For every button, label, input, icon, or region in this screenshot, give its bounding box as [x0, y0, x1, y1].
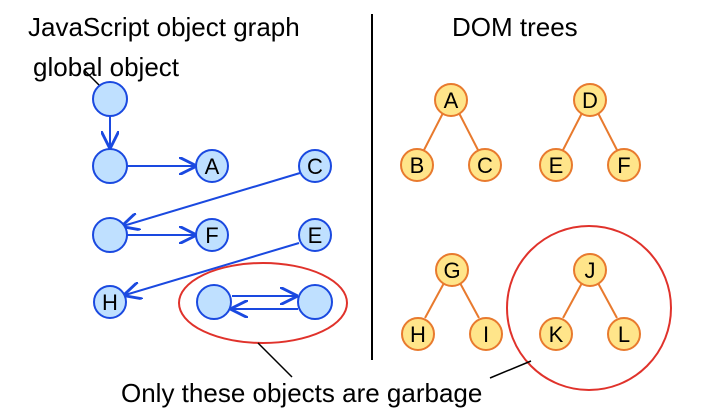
edge-D-E	[562, 112, 583, 151]
dom-node-E: E	[539, 148, 573, 182]
dom-node-F: F	[607, 148, 641, 182]
object-graph-nodes: A C F E H	[92, 81, 333, 320]
dom-node-E-label: E	[549, 153, 564, 178]
node-cycle-1	[196, 284, 232, 320]
garbage-cycle-highlight	[178, 262, 348, 344]
dom-tree-edges	[423, 112, 618, 319]
edge-A-B	[423, 112, 444, 151]
node-A-label: A	[205, 154, 220, 179]
node-object-1	[92, 148, 128, 184]
edge-D-F	[597, 112, 618, 151]
edge-C-n2	[123, 172, 301, 226]
edge-G-H	[424, 282, 445, 319]
dom-node-I-label: I	[483, 322, 489, 347]
dom-node-J-label: J	[585, 258, 596, 283]
node-object-2	[92, 217, 128, 253]
node-H: H	[93, 285, 127, 319]
garbage-tree-highlight	[506, 225, 672, 391]
dom-node-D: D	[573, 83, 607, 117]
node-E: E	[298, 218, 332, 252]
caption-pointer-left	[257, 342, 293, 378]
dom-node-J: J	[573, 253, 607, 287]
caption-pointer-right	[489, 360, 532, 379]
dom-node-B: B	[400, 148, 434, 182]
node-cycle-2	[297, 284, 333, 320]
dom-node-D-label: D	[582, 88, 598, 113]
dom-node-H: H	[401, 317, 435, 351]
left-panel-title: JavaScript object graph	[28, 12, 300, 42]
dom-tree-nodes: A B C D E F G H	[400, 83, 641, 351]
node-C: C	[298, 149, 332, 183]
edge-E-H	[125, 242, 300, 295]
dom-node-C: C	[468, 148, 502, 182]
dom-node-I: I	[469, 317, 503, 351]
global-object-pointer	[83, 69, 101, 87]
node-E-label: E	[308, 223, 323, 248]
edge-G-I	[459, 282, 480, 319]
dom-node-G: G	[435, 253, 469, 287]
dom-node-F-label: F	[617, 153, 630, 178]
node-A: A	[195, 149, 229, 183]
node-global-root	[92, 81, 128, 117]
edge-J-L	[597, 282, 618, 319]
dom-node-H-label: H	[410, 322, 426, 347]
dom-node-A: A	[434, 83, 468, 117]
dom-node-C-label: C	[477, 153, 493, 178]
dom-node-L: L	[607, 317, 641, 351]
node-C-label: C	[307, 154, 323, 179]
dom-node-K: K	[539, 317, 573, 351]
edge-J-K	[562, 282, 583, 319]
dom-node-A-label: A	[444, 88, 459, 113]
object-graph-edges	[83, 69, 301, 309]
edge-A-C	[458, 112, 479, 151]
dom-node-K-label: K	[549, 322, 564, 347]
node-H-label: H	[102, 290, 118, 315]
right-panel-title: DOM trees	[452, 12, 578, 42]
garbage-caption: Only these objects are garbage	[121, 378, 482, 408]
dom-node-B-label: B	[410, 153, 425, 178]
dom-node-G-label: G	[443, 258, 460, 283]
node-F-label: F	[205, 223, 218, 248]
dom-node-L-label: L	[618, 322, 630, 347]
node-F: F	[195, 218, 229, 252]
global-object-label: global object	[33, 52, 180, 82]
